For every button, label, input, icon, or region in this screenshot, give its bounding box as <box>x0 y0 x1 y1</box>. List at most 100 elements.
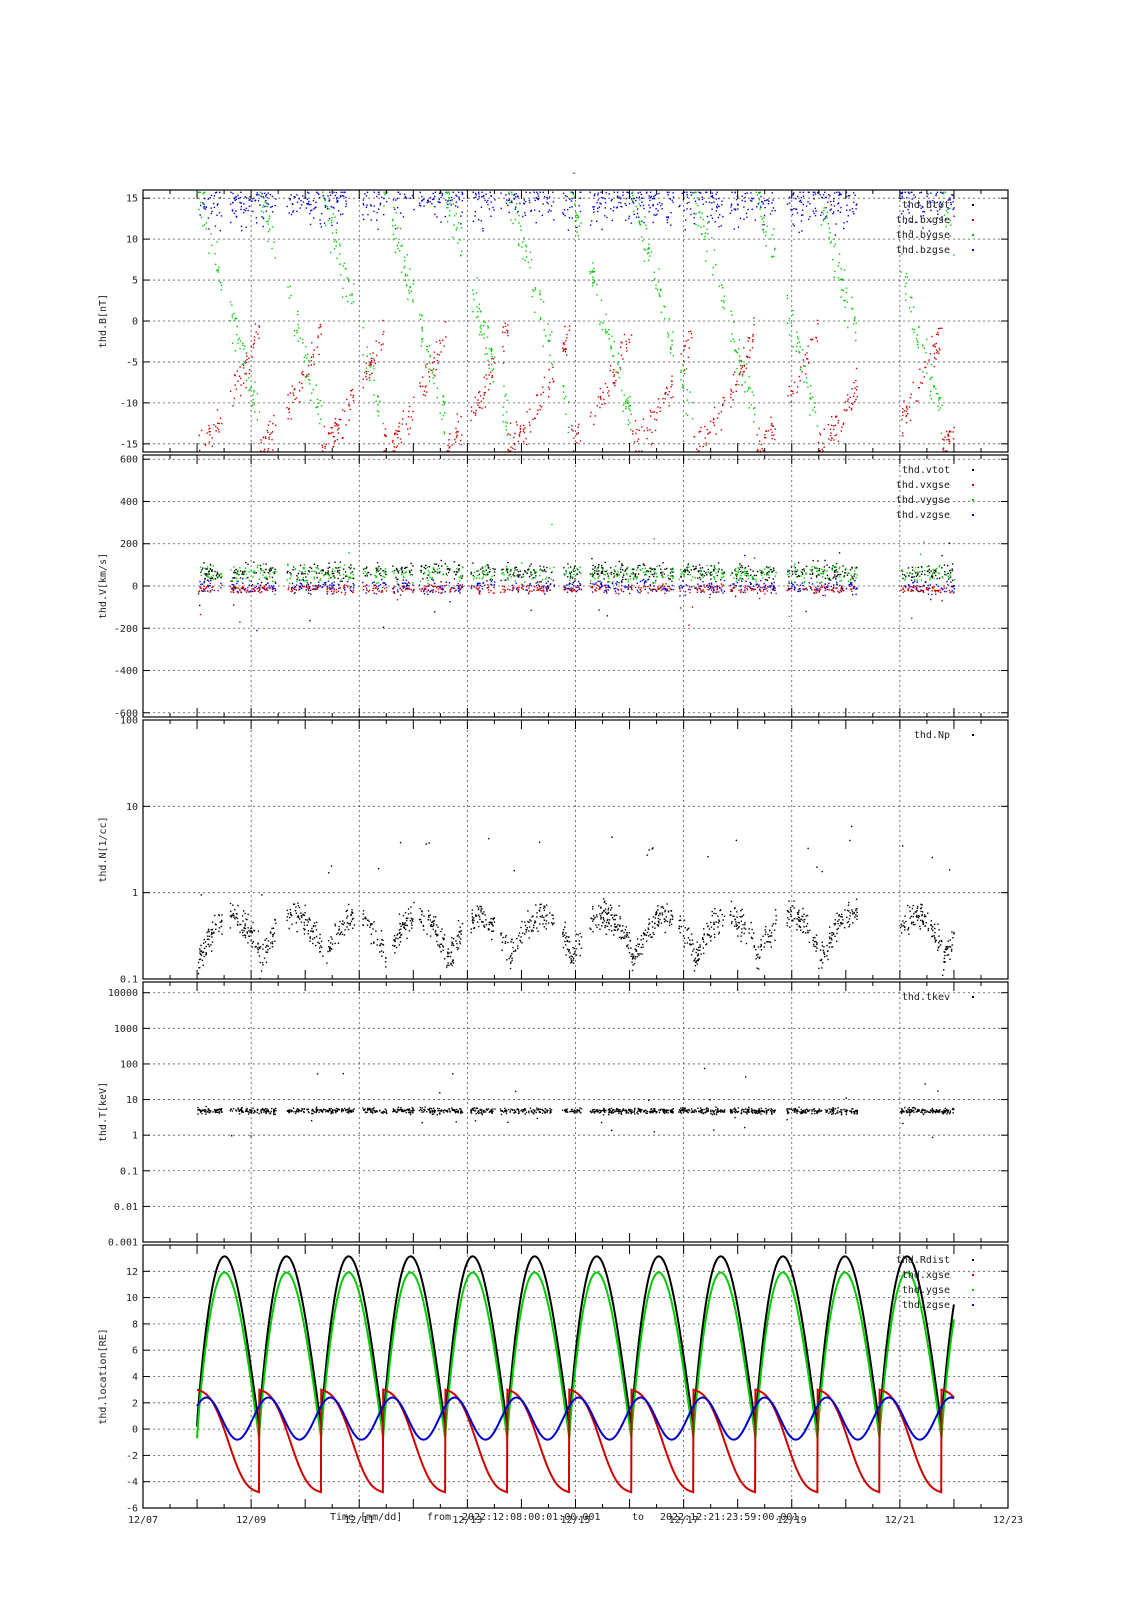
thd.bygse-point <box>926 372 928 374</box>
thd.vxgse-point <box>399 587 401 589</box>
thd.vxgse-point <box>253 588 255 590</box>
thd.vtot-point <box>453 578 456 580</box>
thd.vygse-point <box>948 577 951 579</box>
thd.vygse-point <box>620 566 622 569</box>
thd.bygse-point <box>663 305 665 307</box>
thd.bxgse-point <box>506 329 508 332</box>
thd.vtot-point <box>930 575 933 577</box>
thd.vzgse-point <box>440 581 442 583</box>
thd.bygse-point <box>245 379 248 382</box>
thd.vtot-point <box>589 573 592 575</box>
thd.bxgse-point <box>507 448 509 451</box>
thd.vzgse-point <box>308 592 310 594</box>
thd.bygse-point <box>939 397 942 399</box>
thd.bzgse-point <box>716 205 718 208</box>
thd.bygse-point <box>922 371 924 373</box>
thd.vzgse-point <box>517 591 520 593</box>
thd.vxgse-point <box>698 587 700 589</box>
thd.bygse-point <box>406 254 409 256</box>
legend-entry-label: thd.bzgse <box>896 245 950 256</box>
thd.bygse-point <box>377 415 380 417</box>
thd.bxgse-point <box>655 419 658 421</box>
thd.vtot-point <box>823 566 826 568</box>
thd.vxgse-point <box>911 617 913 619</box>
thd.bxgse-point <box>454 438 456 441</box>
thd.vxgse-point <box>237 592 239 594</box>
thd.vtot-point <box>710 565 712 567</box>
thd.bxgse-point <box>752 333 754 336</box>
thd.vtot-point <box>605 570 607 573</box>
thd.bxgse-point <box>244 360 247 362</box>
thd.bygse-point <box>923 347 926 349</box>
thd.bxgse-point <box>765 430 767 432</box>
thd.bygse-point <box>446 221 449 223</box>
thd.vygse-point <box>821 568 823 570</box>
thd.bygse-point <box>766 225 768 227</box>
thd.bygse-point <box>693 192 696 194</box>
thd.bygse-point <box>669 352 672 354</box>
thd.bxgse-point <box>257 333 259 335</box>
thd.bzgse-point <box>564 195 567 197</box>
thd.bxgse-point <box>924 361 926 363</box>
thd.vygse-point <box>933 577 935 580</box>
thd.bzgse-point <box>529 201 531 204</box>
thd.vzgse-point <box>599 586 601 588</box>
thd.vygse-point <box>565 571 568 574</box>
thd.bxgse-point <box>372 352 374 354</box>
thd.vzgse-point <box>600 582 602 585</box>
thd.vzgse-point <box>259 588 261 590</box>
thd.bxgse-point <box>294 398 296 400</box>
thd.bygse-point <box>324 199 326 201</box>
thd.vzgse-point <box>770 592 772 594</box>
thd.bxgse-point <box>255 331 257 333</box>
thd.vtot-point <box>286 572 289 574</box>
thd.bxgse-point <box>211 437 213 439</box>
thd.bygse-point <box>828 227 831 230</box>
thd.bxgse-point <box>269 420 271 423</box>
thd.bzgse-point <box>333 191 335 194</box>
thd.bzgse-point <box>458 198 461 201</box>
thd.bygse-point <box>610 348 612 350</box>
thd.bzgse-point <box>911 191 913 194</box>
thd.bzgse-point <box>655 208 657 210</box>
thd.vzgse-point <box>794 587 796 589</box>
thd.vxgse-point <box>738 589 740 591</box>
thd.vygse-point <box>569 579 571 581</box>
thd.bxgse-point <box>301 370 304 373</box>
thd.vygse-point <box>768 574 770 576</box>
thd.vzgse-point <box>441 587 444 589</box>
thd.bzgse-point <box>809 202 811 205</box>
thd.bygse-point <box>315 406 317 409</box>
thd.vygse-point <box>763 568 766 570</box>
thd.vzgse-point <box>616 581 618 583</box>
thd.bygse-point <box>539 290 541 292</box>
thd.vygse-point <box>787 569 789 571</box>
thd.vygse-point <box>530 570 532 573</box>
thd.vzgse-point <box>308 587 311 589</box>
thd.vygse-point <box>428 571 431 574</box>
thd.vzgse-point <box>912 582 914 584</box>
thd.vzgse-point <box>579 584 581 586</box>
thd.vygse-point <box>720 572 723 575</box>
thd.bygse-point <box>518 222 520 224</box>
thd.bygse-point <box>262 204 265 207</box>
thd.bygse-point <box>949 235 952 237</box>
thd.vygse-point <box>744 567 746 570</box>
thd.bxgse-point <box>834 434 836 437</box>
thd.bxgse-point <box>762 449 765 452</box>
thd.vtot-point <box>805 565 808 568</box>
thd.vzgse-point <box>482 582 485 584</box>
thd.bxgse-point <box>475 409 477 412</box>
thd.bxgse-point <box>488 364 490 366</box>
thd.bxgse-point <box>664 393 666 395</box>
thd.bygse-point <box>700 226 702 228</box>
thd.bzgse-point <box>373 191 375 194</box>
thd.bygse-point <box>397 247 399 250</box>
thd.bygse-point <box>933 385 935 387</box>
thd.bygse-point <box>912 306 915 308</box>
thd.bygse-point <box>670 348 672 350</box>
thd.bxgse-point <box>208 431 210 433</box>
thd.vygse-point <box>616 575 618 578</box>
thd.bzgse-point <box>266 196 268 199</box>
thd.bzgse-point <box>814 214 817 217</box>
